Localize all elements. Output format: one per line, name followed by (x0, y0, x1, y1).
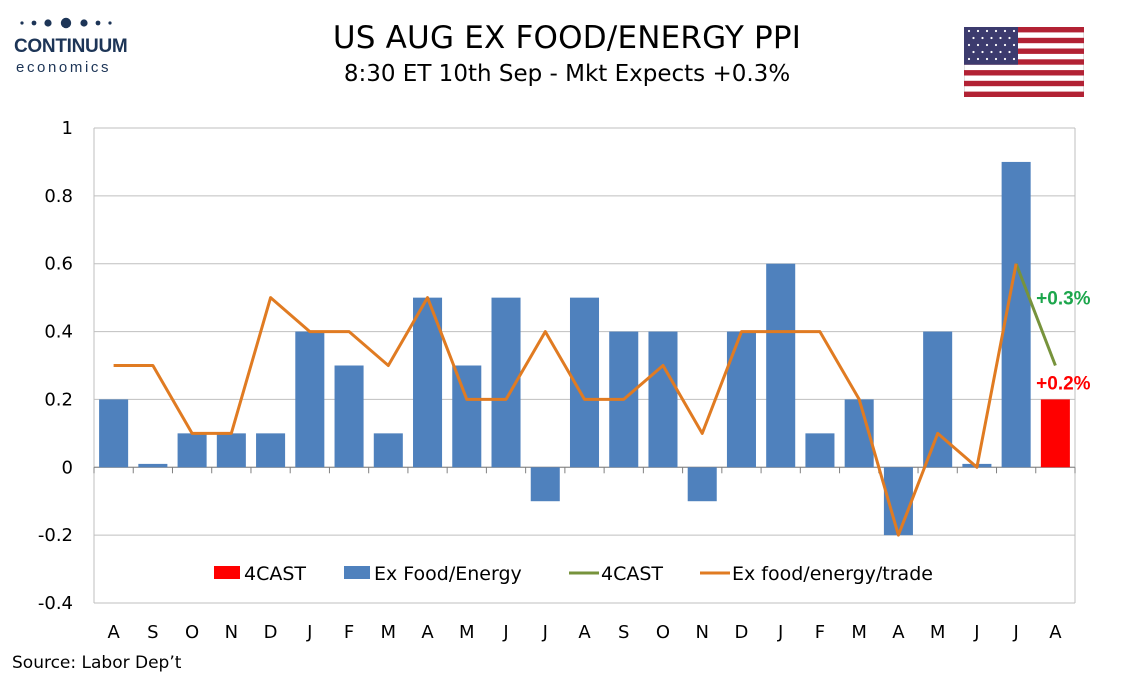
chart-title: US AUG EX FOOD/ENERGY PPI (332, 20, 802, 56)
x-tick-label: O (185, 622, 199, 643)
source-note: Source: Labor Dep’t (12, 653, 182, 673)
x-tick-label: A (421, 622, 434, 643)
annotation-label: +0.2% (1036, 373, 1091, 394)
x-tick-label: M (851, 622, 867, 643)
us-flag-icon (964, 27, 1084, 97)
x-tick-label: A (892, 622, 905, 643)
chart-subtitle: 8:30 ET 10th Sep - Mkt Expects +0.3% (343, 61, 791, 87)
x-tick-label: A (578, 622, 591, 643)
x-tick-label: A (1049, 622, 1062, 643)
x-tick-label: N (695, 622, 708, 643)
legend-forecast-bar-label: 4CAST (244, 563, 306, 585)
x-tick-label: S (618, 622, 629, 643)
y-tick-label: 1 (62, 118, 73, 139)
continuum-logo: CONTINUUM economics (14, 14, 144, 76)
x-tick-label: F (815, 622, 825, 643)
logo-name: CONTINUUM (14, 36, 128, 57)
x-tick-label: S (147, 622, 158, 643)
bar (452, 365, 482, 468)
bar (256, 433, 286, 468)
y-tick-label: -0.4 (38, 593, 73, 614)
bar (295, 331, 325, 468)
x-tick-label: J (542, 622, 548, 643)
x-tick-label: M (930, 622, 946, 643)
bar (138, 463, 168, 468)
bar (216, 433, 246, 468)
x-tick-label: D (735, 622, 749, 643)
x-tick-label: N (225, 622, 238, 643)
logo-dots-icon (20, 17, 112, 29)
bar (687, 467, 717, 502)
x-tick-label: M (459, 622, 475, 643)
legend-forecast-line-label: 4CAST (601, 563, 663, 585)
legend-ex-food-energy-swatch (344, 566, 370, 579)
bar (530, 467, 560, 502)
forecast-line (1014, 263, 1057, 367)
x-tick-label: D (264, 622, 278, 643)
bar (334, 365, 364, 468)
logo-subtitle: economics (16, 59, 112, 76)
x-tick-label: J (502, 622, 508, 643)
x-tick-label: O (656, 622, 670, 643)
x-tick-label: J (306, 622, 312, 643)
bar (805, 433, 835, 468)
x-tick-label: J (973, 622, 979, 643)
bar (648, 331, 678, 468)
bar (99, 399, 129, 468)
y-tick-label: 0.2 (44, 389, 73, 410)
trade-line (113, 263, 1018, 537)
y-tick-label: 0.8 (44, 186, 73, 207)
x-tick-label: J (1012, 622, 1018, 643)
bar (766, 263, 796, 468)
y-tick-label: 0.6 (44, 254, 73, 275)
annotation-label: +0.3% (1036, 289, 1091, 310)
x-tick-label: F (344, 622, 354, 643)
legend-forecast-bar-swatch (214, 566, 240, 579)
x-tick-label: J (777, 622, 783, 643)
y-tick-label: 0.4 (44, 322, 73, 343)
bar (373, 433, 403, 468)
x-tick-label: A (107, 622, 120, 643)
forecast-bar (1040, 399, 1070, 468)
legend-ex-food-energy-label: Ex Food/Energy (374, 563, 522, 585)
bar (923, 331, 953, 468)
bar (177, 433, 207, 468)
legend-trade-line-label: Ex food/energy/trade (732, 563, 933, 585)
x-tick-label: M (381, 622, 397, 643)
y-tick-label: -0.2 (38, 525, 73, 546)
y-tick-label: 0 (62, 457, 73, 478)
bar (726, 331, 756, 468)
